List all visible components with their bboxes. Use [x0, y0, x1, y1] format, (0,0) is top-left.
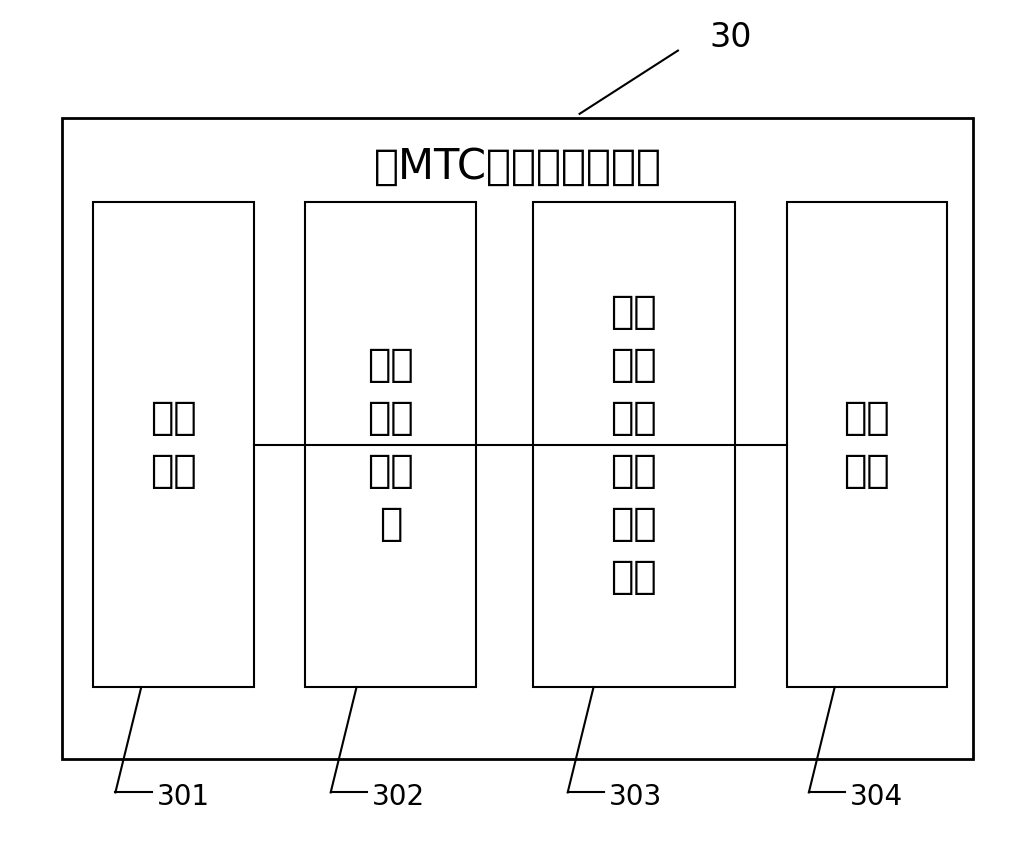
Text: 303: 303 [609, 782, 662, 811]
Bar [62, 118, 973, 759]
Text: 计数
値更
新单
元: 计数 値更 新单 元 [367, 346, 414, 543]
Text: 301: 301 [157, 782, 210, 811]
Text: 监控
单元: 监控 单元 [150, 400, 197, 490]
Bar [305, 202, 476, 687]
Bar [787, 202, 947, 687]
Text: 发送
单元: 发送 单元 [844, 400, 890, 490]
Bar [93, 202, 254, 687]
Text: 304: 304 [851, 782, 904, 811]
Text: 30: 30 [709, 21, 751, 55]
Text: 302: 302 [372, 782, 425, 811]
Text: 与MTC终端通信的装置: 与MTC终端通信的装置 [374, 146, 661, 188]
Text: 系统
消息
数値
标记
生成
单元: 系统 消息 数値 标记 生成 单元 [611, 293, 657, 596]
Bar [533, 202, 735, 687]
